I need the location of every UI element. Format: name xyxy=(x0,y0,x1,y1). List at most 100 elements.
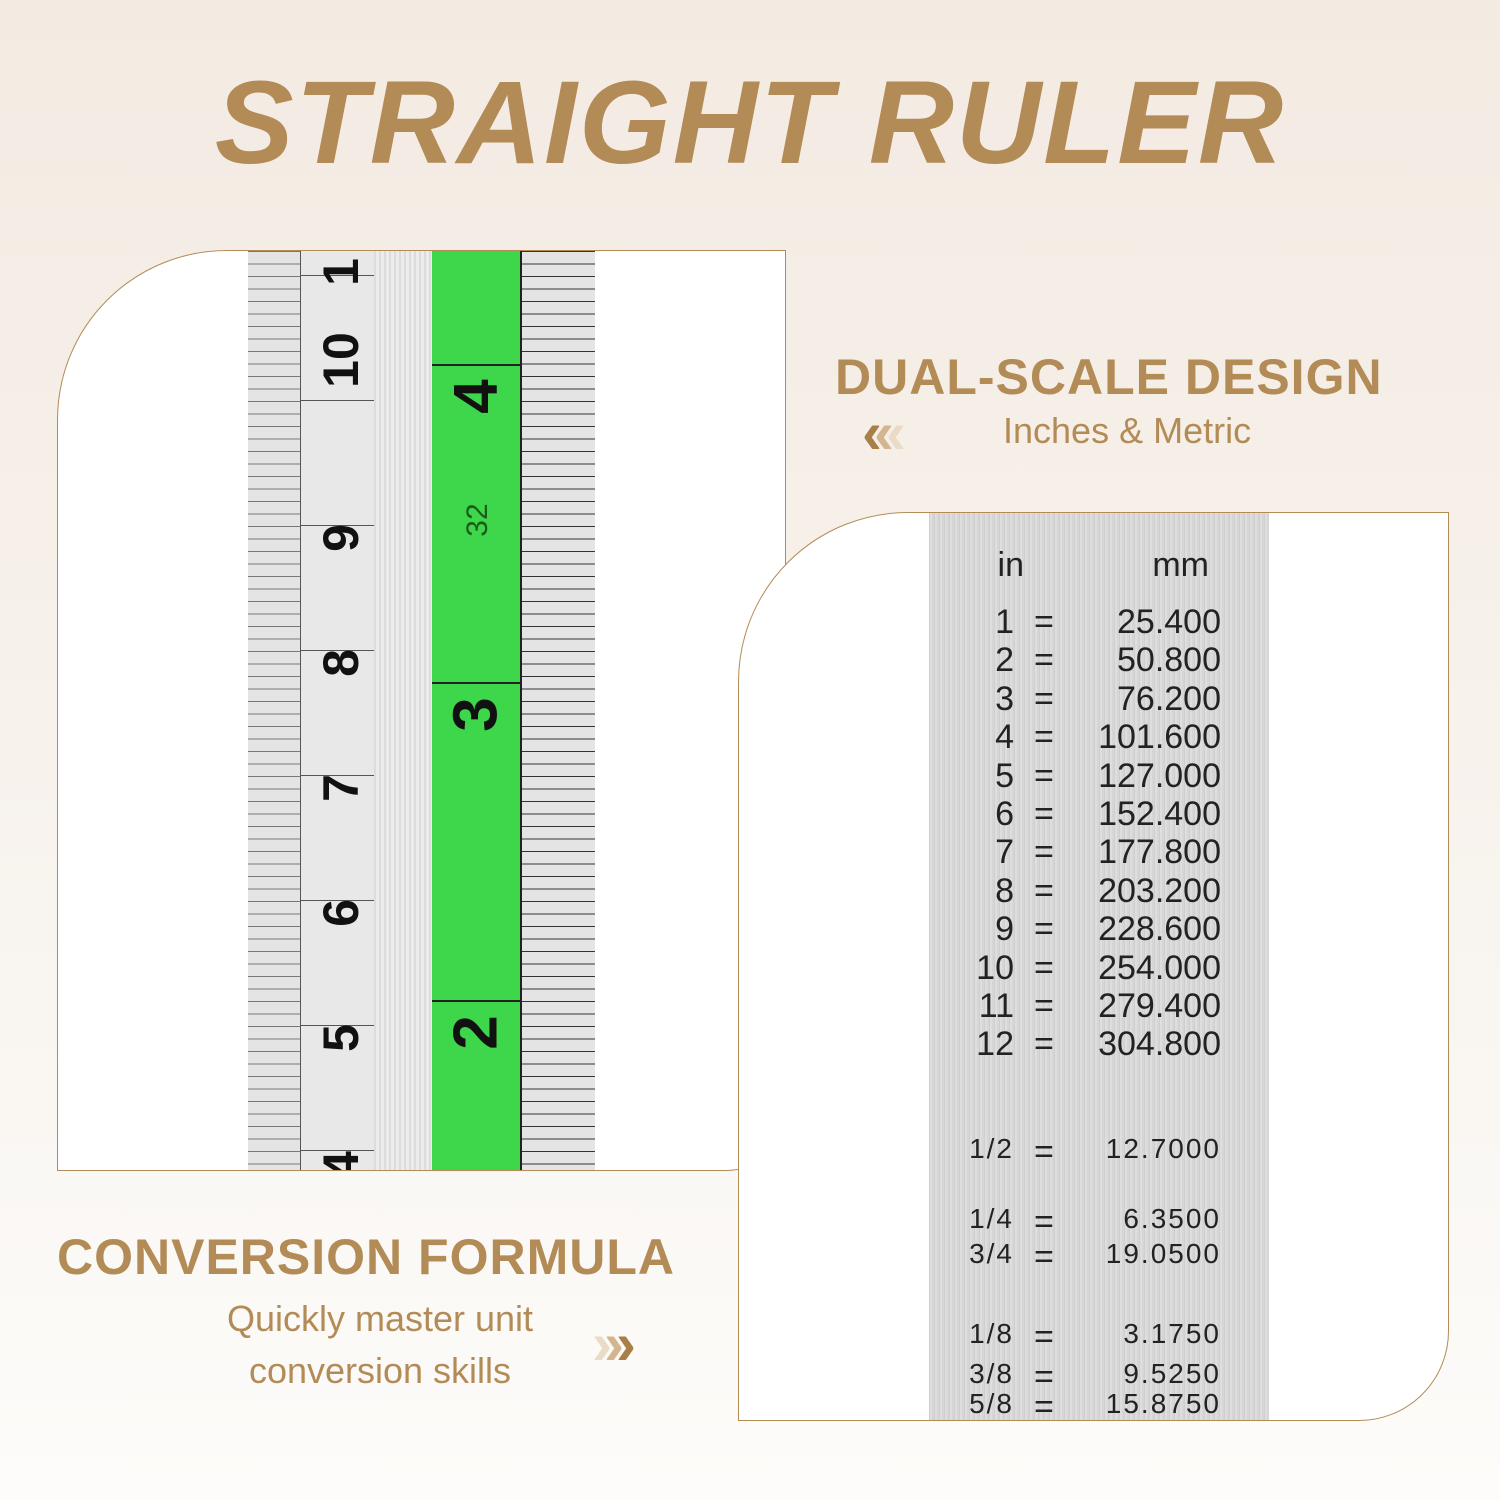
conversion-subtitle-2: conversion skills xyxy=(248,1350,512,1391)
mm-value: 25.400 xyxy=(1117,603,1221,641)
inch-label: 4 xyxy=(441,379,511,414)
table-row: 10 = 254.000 xyxy=(929,949,1269,987)
table-row: 1/2 = 12.7000 xyxy=(929,1133,1269,1171)
equals-sign: = xyxy=(1034,795,1054,833)
fine-ticks xyxy=(520,251,595,1170)
mm-value: 203.200 xyxy=(1098,871,1221,910)
equals-sign: = xyxy=(1034,833,1054,872)
chevrons-right-icon: ››› xyxy=(592,1310,636,1377)
chevrons-left-icon: ‹‹‹ xyxy=(862,399,906,466)
inch-value: 9 xyxy=(995,910,1014,949)
table-row: 3/4 = 19.0500 xyxy=(929,1238,1269,1276)
cm-scale: 1 10 9 8 7 6 5 4 xyxy=(300,251,375,1171)
table-row: 1 = 25.400 xyxy=(929,603,1269,641)
mm-value: 304.800 xyxy=(1098,1025,1221,1064)
conversion-table: in mm 1 = 25.400 2 = 50.800 3 = 76.200 4 = 101.600 5 =… xyxy=(929,513,1269,1421)
equals-sign: = xyxy=(1034,1238,1054,1276)
inch-value: 5 xyxy=(995,756,1014,795)
table-row: 5 = 127.000 xyxy=(929,757,1269,795)
inch-value: 1/4 xyxy=(969,1203,1014,1234)
inch-value: 1 xyxy=(995,603,1014,641)
equals-sign: = xyxy=(1034,718,1054,757)
mm-value: 6.3500 xyxy=(1123,1203,1221,1234)
mm-value: 12.7000 xyxy=(1105,1133,1221,1164)
equals-sign: = xyxy=(1034,679,1054,718)
equals-sign: = xyxy=(1034,641,1054,680)
mm-value: 3.1750 xyxy=(1123,1318,1221,1349)
inch-value: 2 xyxy=(995,641,1014,680)
equals-sign: = xyxy=(1034,756,1054,795)
inch-value: 11 xyxy=(978,987,1014,1025)
table-row: 6 = 152.400 xyxy=(929,795,1269,833)
inch-value: 3/8 xyxy=(969,1358,1014,1389)
equals-sign: = xyxy=(1034,871,1054,910)
table-row: 11 = 279.400 xyxy=(929,987,1269,1025)
table-row: 2 = 50.800 xyxy=(929,641,1269,679)
col-header-mm: mm xyxy=(1152,546,1209,584)
inch-value: 6 xyxy=(995,795,1014,833)
mm-value: 152.400 xyxy=(1098,795,1221,833)
cm-label: 9 xyxy=(313,524,369,552)
dual-scale-heading: DUAL-SCALE DESIGN xyxy=(835,349,1383,405)
table-row: 5/8 = 15.8750 xyxy=(929,1388,1269,1421)
mm-value: 228.600 xyxy=(1098,910,1221,949)
cm-label: 7 xyxy=(313,774,369,802)
page-title: STRAIGHT RULER xyxy=(214,57,1286,189)
mm-value: 76.200 xyxy=(1117,679,1221,718)
cm-label: 8 xyxy=(313,649,369,677)
inch-scale xyxy=(432,251,520,1170)
equals-sign: = xyxy=(1034,1318,1054,1356)
table-row: 12 = 304.800 xyxy=(929,1025,1269,1063)
table-row: 3 = 76.200 xyxy=(929,680,1269,718)
equals-sign: = xyxy=(1034,910,1054,949)
inch-value: 7 xyxy=(995,833,1014,872)
table-row: 3/8 = 9.5250 xyxy=(929,1358,1269,1396)
cm-label: 4 xyxy=(313,1151,369,1171)
mm-value: 50.800 xyxy=(1117,641,1221,680)
equals-sign: = xyxy=(1034,1133,1054,1171)
inch-value: 8 xyxy=(995,871,1014,910)
table-row: 9 = 228.600 xyxy=(929,910,1269,948)
mm-value: 254.000 xyxy=(1098,948,1221,987)
ruler-photo-card: 1 10 9 8 7 6 5 4 4 3 2 32 xyxy=(57,250,786,1171)
equals-sign: = xyxy=(1034,1025,1054,1064)
conversion-subtitle-1: Quickly master unit xyxy=(226,1298,534,1339)
conversion-heading: CONVERSION FORMULA xyxy=(57,1229,675,1285)
equals-sign: = xyxy=(1034,948,1054,987)
ruler-scale-closeup: 1 10 9 8 7 6 5 4 4 3 2 32 xyxy=(248,251,595,1171)
equals-sign: = xyxy=(1034,1388,1054,1421)
inch-value: 1/8 xyxy=(969,1318,1014,1349)
inch-value: 1/2 xyxy=(969,1133,1014,1164)
equals-sign: = xyxy=(1034,1358,1054,1396)
inch-label: 2 xyxy=(441,1015,511,1050)
mm-value: 127.000 xyxy=(1098,756,1221,795)
table-row: 1/4 = 6.3500 xyxy=(929,1203,1269,1241)
inch-value: 3 xyxy=(995,679,1014,718)
inch-label: 3 xyxy=(441,697,511,732)
mm-value: 279.400 xyxy=(1098,987,1221,1025)
cm-label: 5 xyxy=(313,1024,369,1052)
inch-value: 12 xyxy=(976,1025,1014,1064)
table-row: 7 = 177.800 xyxy=(929,833,1269,871)
inch-value: 10 xyxy=(976,948,1014,987)
mm-ticks xyxy=(248,251,300,1170)
mm-value: 15.8750 xyxy=(1105,1388,1221,1419)
cm-label: 1 xyxy=(313,258,369,286)
table-row: 8 = 203.200 xyxy=(929,872,1269,910)
equals-sign: = xyxy=(1034,1203,1054,1241)
cm-label: 10 xyxy=(313,332,369,388)
inch-value: 3/4 xyxy=(969,1238,1014,1269)
table-row: 1/8 = 3.1750 xyxy=(929,1318,1269,1356)
equals-sign: = xyxy=(1034,603,1054,641)
cm-label: 6 xyxy=(313,899,369,927)
mm-value: 9.5250 xyxy=(1123,1358,1221,1389)
conversion-table-card: in mm 1 = 25.400 2 = 50.800 3 = 76.200 4 = 101.600 5 =… xyxy=(738,512,1449,1421)
inch-value: 4 xyxy=(995,718,1014,757)
inch-value: 5/8 xyxy=(969,1388,1014,1419)
table-row: 4 = 101.600 xyxy=(929,718,1269,756)
col-header-in: in xyxy=(997,546,1024,584)
mm-value: 177.800 xyxy=(1098,833,1221,872)
mm-value: 101.600 xyxy=(1098,718,1221,757)
mm-value: 19.0500 xyxy=(1105,1238,1221,1269)
small-label: 32 xyxy=(461,503,494,537)
